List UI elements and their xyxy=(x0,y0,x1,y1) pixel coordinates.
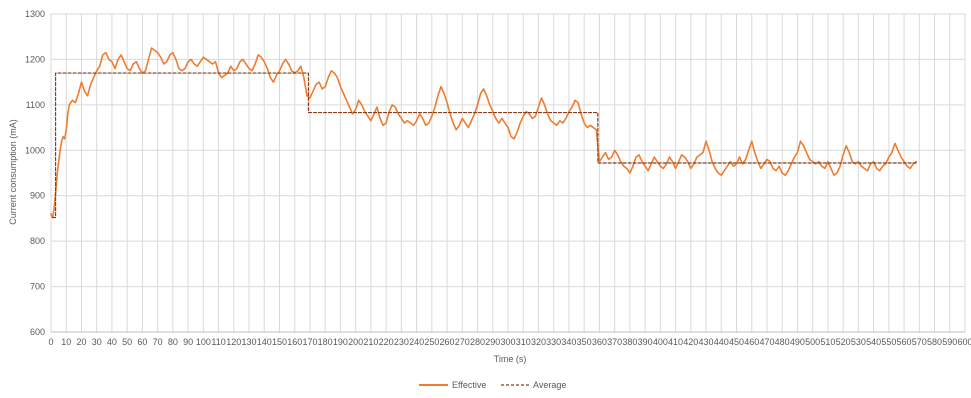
x-tick-label: 130 xyxy=(242,337,257,347)
x-tick-label: 320 xyxy=(531,337,546,347)
x-tick-label: 310 xyxy=(516,337,531,347)
x-tick-label: 430 xyxy=(699,337,714,347)
chart-ticks: 0 10 20 30 40 50 60 70 80 90 100 110 120 130 140 150 160… xyxy=(25,9,971,347)
x-tick-label: 90 xyxy=(183,337,193,347)
x-tick-label: 390 xyxy=(638,337,653,347)
x-tick-label: 500 xyxy=(805,337,820,347)
x-tick-label: 70 xyxy=(153,337,163,347)
x-tick-label: 330 xyxy=(546,337,561,347)
x-tick-label: 270 xyxy=(455,337,470,347)
x-tick-label: 140 xyxy=(257,337,272,347)
x-axis-label: Time (s) xyxy=(494,354,527,364)
x-tick-label: 580 xyxy=(927,337,942,347)
x-tick-label: 290 xyxy=(485,337,500,347)
x-tick-label: 10 xyxy=(61,337,71,347)
y-tick-label: 700 xyxy=(30,282,45,292)
x-tick-label: 400 xyxy=(653,337,668,347)
x-tick-label: 0 xyxy=(48,337,53,347)
x-tick-label: 280 xyxy=(470,337,485,347)
chart-series-layer xyxy=(50,47,918,219)
x-tick-label: 160 xyxy=(287,337,302,347)
x-tick-label: 190 xyxy=(333,337,348,347)
x-tick-label: 220 xyxy=(379,337,394,347)
x-tick-label: 450 xyxy=(729,337,744,347)
x-tick-label: 530 xyxy=(851,337,866,347)
y-tick-label: 600 xyxy=(30,327,45,337)
x-tick-label: 40 xyxy=(107,337,117,347)
x-tick-label: 370 xyxy=(607,337,622,347)
x-tick-label: 570 xyxy=(912,337,927,347)
x-tick-label: 150 xyxy=(272,337,287,347)
x-tick-label: 80 xyxy=(168,337,178,347)
x-tick-label: 250 xyxy=(424,337,439,347)
x-tick-label: 480 xyxy=(775,337,790,347)
x-tick-label: 200 xyxy=(348,337,363,347)
series-line-effective xyxy=(50,47,918,219)
x-tick-label: 20 xyxy=(76,337,86,347)
x-tick-label: 180 xyxy=(318,337,333,347)
series-line-average xyxy=(51,72,917,219)
legend-effective-label: Effective xyxy=(452,380,486,390)
x-tick-label: 210 xyxy=(363,337,378,347)
x-tick-label: 350 xyxy=(577,337,592,347)
legend-average-label: Average xyxy=(533,380,566,390)
x-tick-label: 30 xyxy=(92,337,102,347)
x-tick-label: 260 xyxy=(440,337,455,347)
x-tick-label: 550 xyxy=(881,337,896,347)
y-tick-label: 1000 xyxy=(25,145,45,155)
x-tick-label: 410 xyxy=(668,337,683,347)
x-tick-label: 100 xyxy=(196,337,211,347)
x-tick-label: 50 xyxy=(122,337,132,347)
y-tick-label: 900 xyxy=(30,191,45,201)
y-tick-label: 1100 xyxy=(26,100,45,110)
y-tick-label: 800 xyxy=(30,236,45,246)
x-tick-label: 560 xyxy=(897,337,912,347)
x-tick-label: 240 xyxy=(409,337,424,347)
x-tick-label: 460 xyxy=(744,337,759,347)
x-tick-label: 170 xyxy=(302,337,317,347)
x-tick-label: 110 xyxy=(211,337,225,347)
x-tick-label: 520 xyxy=(836,337,851,347)
x-tick-label: 420 xyxy=(683,337,698,347)
x-tick-label: 590 xyxy=(942,337,957,347)
x-tick-label: 490 xyxy=(790,337,805,347)
x-tick-label: 360 xyxy=(592,337,607,347)
y-tick-label: 1200 xyxy=(25,54,45,64)
x-tick-label: 340 xyxy=(561,337,576,347)
x-tick-label: 60 xyxy=(137,337,147,347)
x-tick-label: 600 xyxy=(957,337,971,347)
x-tick-label: 300 xyxy=(500,337,515,347)
y-tick-label: 1300 xyxy=(25,9,45,19)
x-tick-label: 230 xyxy=(394,337,409,347)
x-tick-label: 440 xyxy=(714,337,729,347)
x-tick-label: 120 xyxy=(226,337,241,347)
y-axis-label: Current consumption (mA) xyxy=(8,119,18,225)
chart-legend: Effective Average xyxy=(419,380,566,390)
x-tick-label: 510 xyxy=(820,337,835,347)
x-tick-label: 470 xyxy=(759,337,774,347)
x-tick-label: 380 xyxy=(622,337,637,347)
x-tick-label: 540 xyxy=(866,337,881,347)
